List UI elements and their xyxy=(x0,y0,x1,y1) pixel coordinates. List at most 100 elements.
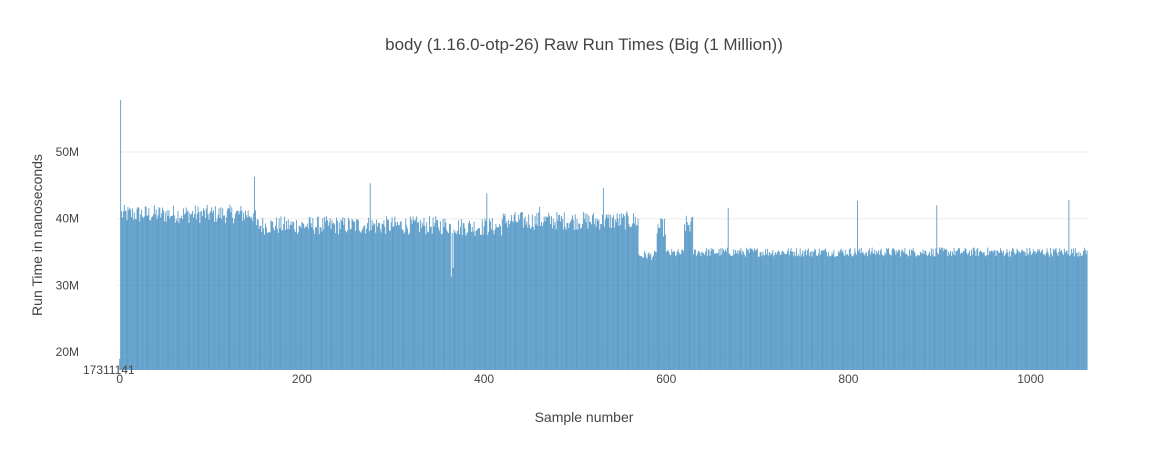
bar xyxy=(990,251,991,370)
bar xyxy=(1008,256,1010,370)
bar xyxy=(697,251,699,370)
bar xyxy=(212,212,214,370)
bar xyxy=(735,253,737,370)
bar xyxy=(394,216,396,370)
bar xyxy=(681,249,683,370)
bar xyxy=(921,253,923,370)
bar xyxy=(1011,251,1012,370)
bar xyxy=(519,219,521,370)
bar xyxy=(335,233,337,370)
bar xyxy=(627,215,629,370)
bar xyxy=(285,221,287,370)
bar xyxy=(648,252,650,370)
bar xyxy=(292,221,294,370)
bar xyxy=(299,226,301,370)
bar xyxy=(1028,254,1030,370)
bar xyxy=(156,219,158,370)
bar xyxy=(541,226,543,370)
bar xyxy=(780,254,782,370)
bar xyxy=(611,228,613,370)
bar xyxy=(266,232,268,370)
bar xyxy=(449,223,450,370)
bar xyxy=(616,213,618,370)
bar xyxy=(187,210,189,370)
bar xyxy=(531,227,532,370)
bar xyxy=(354,221,356,370)
bar xyxy=(442,218,444,370)
bar xyxy=(409,216,411,370)
bar xyxy=(356,219,358,370)
bar xyxy=(326,216,327,370)
bar xyxy=(698,251,700,370)
bar xyxy=(261,232,263,370)
bar xyxy=(826,251,828,370)
y-base-label: 17311141 xyxy=(83,363,135,377)
bar xyxy=(159,208,161,370)
bar xyxy=(446,229,448,370)
bar xyxy=(1031,253,1033,370)
bar xyxy=(330,228,332,370)
bar xyxy=(610,214,612,370)
bar xyxy=(1053,250,1055,370)
bar xyxy=(725,251,727,370)
bar xyxy=(1043,254,1045,370)
bar xyxy=(1004,254,1006,370)
bar xyxy=(422,225,424,370)
bar xyxy=(490,221,491,370)
bar xyxy=(424,226,426,370)
bar xyxy=(751,248,753,370)
bar xyxy=(1009,251,1011,370)
bar xyxy=(342,216,344,370)
bar xyxy=(901,249,903,370)
bar xyxy=(373,222,375,370)
bar xyxy=(255,225,257,370)
bar xyxy=(651,259,653,370)
bar xyxy=(530,228,531,370)
bar xyxy=(126,220,128,370)
bar xyxy=(195,219,197,370)
bar xyxy=(726,247,728,370)
bar xyxy=(499,223,501,370)
bar xyxy=(399,221,401,370)
bar xyxy=(918,255,920,370)
bar xyxy=(896,250,898,370)
bar xyxy=(510,214,512,370)
bar xyxy=(142,216,143,370)
bar xyxy=(577,229,579,370)
bar xyxy=(368,231,370,370)
bar xyxy=(923,254,925,370)
bar xyxy=(302,223,304,370)
bar xyxy=(372,225,374,370)
bar xyxy=(135,219,137,370)
bar xyxy=(996,250,998,370)
bar xyxy=(227,207,229,370)
bar xyxy=(484,218,486,370)
bar xyxy=(421,222,423,370)
bar xyxy=(527,227,529,370)
bar xyxy=(307,228,309,370)
bar xyxy=(432,217,434,370)
bar xyxy=(250,218,252,370)
bar xyxy=(965,249,967,370)
bar xyxy=(643,251,645,370)
bar xyxy=(842,250,844,370)
bar xyxy=(1032,249,1034,370)
bar xyxy=(498,227,500,370)
bar xyxy=(522,227,524,370)
bar xyxy=(539,206,541,370)
bar xyxy=(318,234,320,370)
bar xyxy=(139,221,141,370)
bar xyxy=(276,228,278,370)
bar xyxy=(571,219,572,370)
bar xyxy=(180,218,182,370)
bar xyxy=(865,252,867,370)
bar xyxy=(700,255,702,370)
bar xyxy=(680,254,682,370)
bar xyxy=(518,214,520,370)
bar xyxy=(846,255,848,370)
bar xyxy=(794,251,796,370)
bar xyxy=(816,255,818,370)
bar xyxy=(673,251,674,370)
bar xyxy=(841,252,843,370)
bar xyxy=(906,253,908,370)
